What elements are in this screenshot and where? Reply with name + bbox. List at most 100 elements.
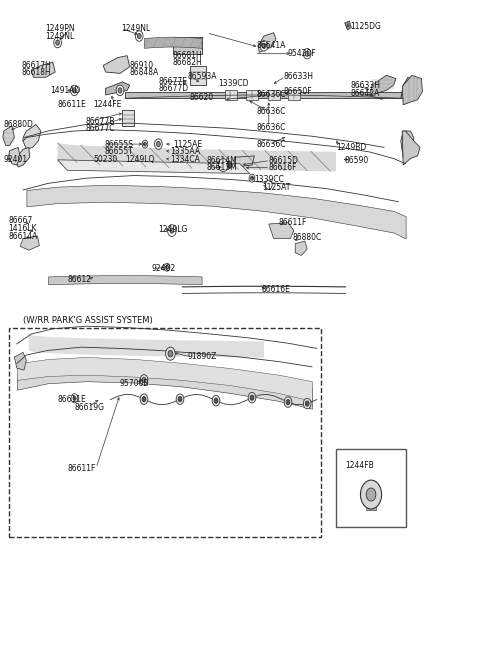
Circle shape xyxy=(214,398,218,403)
Text: 86636C: 86636C xyxy=(257,122,286,132)
Circle shape xyxy=(218,159,228,172)
Text: 86636C: 86636C xyxy=(257,140,286,149)
Circle shape xyxy=(178,396,182,402)
Text: 86614A: 86614A xyxy=(9,232,38,241)
Text: 86681H: 86681H xyxy=(173,51,203,60)
Text: 1249LG: 1249LG xyxy=(158,225,188,234)
Polygon shape xyxy=(402,75,422,105)
Text: 86612: 86612 xyxy=(67,275,91,284)
Text: 91890Z: 91890Z xyxy=(187,352,216,362)
Text: 1249PN: 1249PN xyxy=(46,24,75,33)
Circle shape xyxy=(142,377,146,383)
Text: 86636C: 86636C xyxy=(257,107,286,116)
Text: 1334CA: 1334CA xyxy=(170,155,200,164)
Polygon shape xyxy=(370,75,396,95)
Text: 1491AD: 1491AD xyxy=(50,86,81,95)
Circle shape xyxy=(284,397,292,407)
Polygon shape xyxy=(225,90,237,100)
FancyBboxPatch shape xyxy=(9,328,321,537)
Polygon shape xyxy=(9,147,20,165)
Text: 86617H: 86617H xyxy=(22,61,51,70)
Text: 86880C: 86880C xyxy=(293,233,322,242)
Text: 86642A: 86642A xyxy=(350,88,380,98)
Circle shape xyxy=(142,140,148,148)
Polygon shape xyxy=(20,236,39,250)
Text: 1125DG: 1125DG xyxy=(350,22,381,31)
Circle shape xyxy=(118,88,122,93)
Circle shape xyxy=(168,225,176,236)
Polygon shape xyxy=(268,90,280,100)
Text: 1339CC: 1339CC xyxy=(254,175,284,184)
Text: 86619G: 86619G xyxy=(74,403,105,412)
Circle shape xyxy=(170,228,174,233)
Text: 86667: 86667 xyxy=(9,216,33,225)
Polygon shape xyxy=(295,241,307,255)
Text: 86611E: 86611E xyxy=(58,395,86,404)
Text: 86677C: 86677C xyxy=(85,124,115,133)
Text: 86616F: 86616F xyxy=(269,163,297,172)
Text: 86655S: 86655S xyxy=(105,140,133,149)
Circle shape xyxy=(249,174,255,182)
Text: 86848A: 86848A xyxy=(130,68,159,77)
Circle shape xyxy=(212,396,220,406)
Circle shape xyxy=(144,142,146,146)
Text: 86616E: 86616E xyxy=(262,285,290,294)
Circle shape xyxy=(360,480,382,509)
Text: 86611E: 86611E xyxy=(58,100,86,109)
Text: 50230: 50230 xyxy=(94,155,118,164)
Circle shape xyxy=(227,162,232,168)
Circle shape xyxy=(260,41,268,51)
Circle shape xyxy=(116,85,124,96)
Text: 86677D: 86677D xyxy=(158,84,189,93)
Text: 86677E: 86677E xyxy=(158,77,187,86)
Text: 86611F: 86611F xyxy=(278,218,307,227)
Text: 95420F: 95420F xyxy=(288,49,317,58)
Text: 1416LK: 1416LK xyxy=(9,224,37,233)
Text: 86633H: 86633H xyxy=(350,81,380,90)
Text: 1244FB: 1244FB xyxy=(346,460,374,470)
Circle shape xyxy=(54,37,61,48)
Circle shape xyxy=(137,33,141,39)
Circle shape xyxy=(140,375,148,385)
Text: 95700B: 95700B xyxy=(120,379,149,388)
Text: 86615D: 86615D xyxy=(269,156,299,165)
Text: 1249BD: 1249BD xyxy=(336,143,366,152)
Circle shape xyxy=(303,48,311,59)
Polygon shape xyxy=(31,62,55,77)
Circle shape xyxy=(71,85,78,96)
Circle shape xyxy=(305,401,309,406)
Circle shape xyxy=(140,394,148,404)
Circle shape xyxy=(366,488,376,501)
Text: 1335AA: 1335AA xyxy=(170,147,201,156)
Circle shape xyxy=(142,396,146,402)
Polygon shape xyxy=(234,156,254,167)
Polygon shape xyxy=(58,160,250,174)
Circle shape xyxy=(176,394,184,404)
Circle shape xyxy=(135,31,143,41)
Circle shape xyxy=(155,139,162,149)
Text: 92402: 92402 xyxy=(151,264,175,273)
Circle shape xyxy=(262,43,266,48)
Polygon shape xyxy=(3,126,14,145)
FancyBboxPatch shape xyxy=(336,449,406,527)
Text: 86655T: 86655T xyxy=(105,147,133,156)
Text: 86636C: 86636C xyxy=(257,90,286,100)
Text: 1249NL: 1249NL xyxy=(121,24,150,33)
Text: 86910: 86910 xyxy=(130,61,154,70)
Text: 1339CD: 1339CD xyxy=(218,79,249,88)
Polygon shape xyxy=(269,223,294,238)
Text: 86620: 86620 xyxy=(190,93,214,102)
Circle shape xyxy=(168,350,173,357)
Text: 1125AT: 1125AT xyxy=(262,183,290,192)
Polygon shape xyxy=(103,56,130,73)
Text: 86593A: 86593A xyxy=(187,72,216,81)
Polygon shape xyxy=(122,110,134,126)
Polygon shape xyxy=(402,131,420,165)
Text: 86682H: 86682H xyxy=(173,58,203,67)
Circle shape xyxy=(73,396,76,400)
Circle shape xyxy=(166,265,168,269)
Text: 1244FE: 1244FE xyxy=(94,100,122,109)
Polygon shape xyxy=(246,90,258,100)
Polygon shape xyxy=(288,90,300,100)
Text: 86613M: 86613M xyxy=(206,163,237,172)
